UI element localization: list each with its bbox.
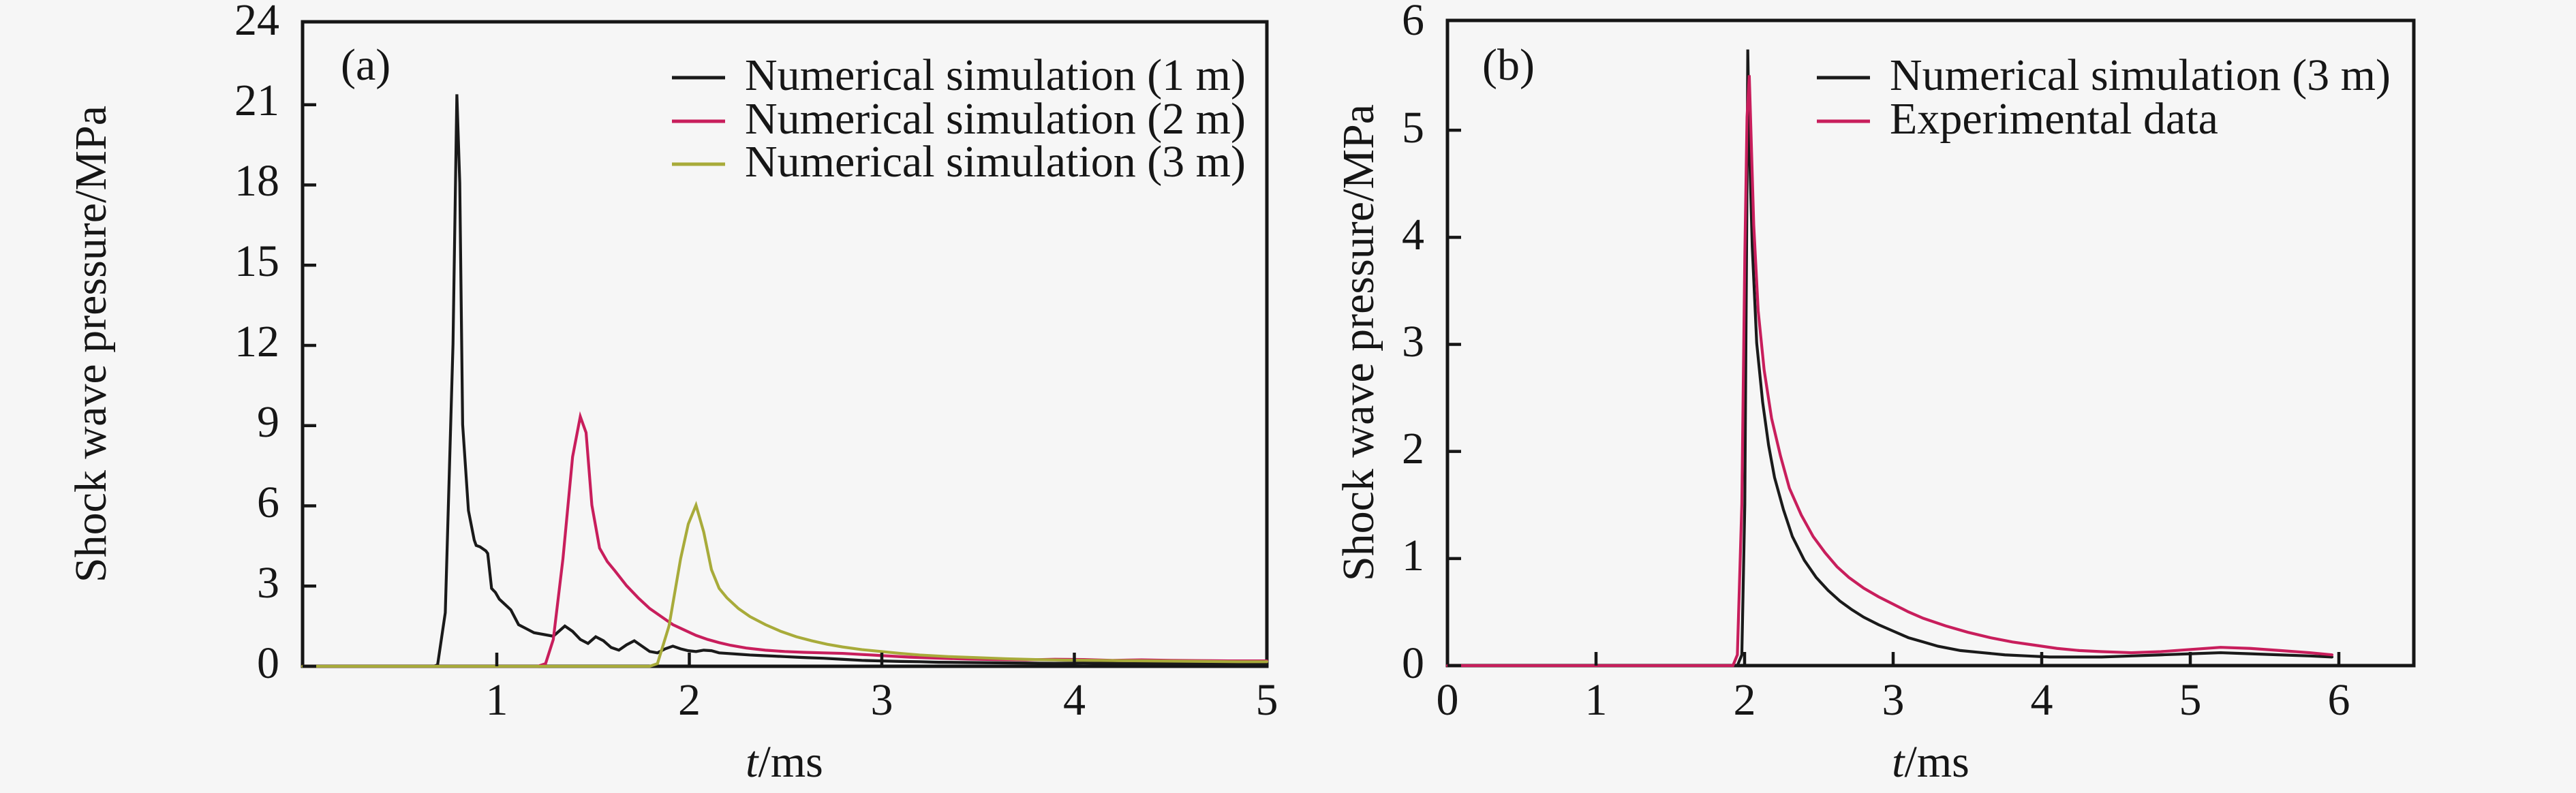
svg-text:Numerical simulation (3 m): Numerical simulation (3 m) (1890, 50, 2391, 100)
svg-text:18: 18 (234, 156, 279, 206)
svg-text:9: 9 (257, 397, 279, 447)
svg-text:Experimental data: Experimental data (1890, 94, 2218, 144)
svg-text:1: 1 (1585, 675, 1608, 725)
svg-text:24: 24 (234, 0, 279, 45)
svg-text:t/ms: t/ms (746, 737, 823, 787)
svg-text:5: 5 (2179, 675, 2202, 725)
svg-text:6: 6 (2328, 675, 2350, 725)
svg-text:12: 12 (234, 317, 279, 367)
svg-text:15: 15 (234, 236, 279, 286)
svg-text:2: 2 (1734, 675, 1756, 725)
svg-text:5: 5 (1256, 675, 1278, 725)
svg-text:1: 1 (486, 675, 508, 725)
svg-text:1: 1 (1402, 531, 1424, 580)
svg-text:0: 0 (1402, 638, 1424, 688)
svg-text:Numerical simulation (1 m): Numerical simulation (1 m) (745, 50, 1246, 100)
svg-text:4: 4 (2031, 675, 2053, 725)
svg-text:4: 4 (1063, 675, 1086, 725)
svg-text:2: 2 (1402, 424, 1424, 473)
svg-text:3: 3 (1402, 317, 1424, 367)
svg-text:0: 0 (257, 638, 279, 688)
svg-text:6: 6 (257, 478, 279, 527)
svg-text:3: 3 (871, 675, 893, 725)
svg-text:21: 21 (234, 76, 279, 125)
svg-text:3: 3 (257, 558, 279, 608)
svg-text:3: 3 (1882, 675, 1905, 725)
svg-text:(b): (b) (1482, 40, 1535, 90)
svg-text:0: 0 (1437, 675, 1459, 725)
svg-text:t/ms: t/ms (1892, 737, 1969, 787)
svg-text:4: 4 (1402, 210, 1424, 260)
svg-text:6: 6 (1402, 0, 1424, 45)
svg-text:Numerical simulation (3 m): Numerical simulation (3 m) (745, 137, 1246, 187)
svg-text:Shock wave pressure/MPa: Shock wave pressure/MPa (1334, 104, 1383, 581)
svg-text:Shock wave pressure/MPa: Shock wave pressure/MPa (66, 106, 116, 582)
svg-text:5: 5 (1402, 103, 1424, 153)
svg-text:2: 2 (678, 675, 701, 725)
svg-text:(a): (a) (341, 40, 390, 90)
